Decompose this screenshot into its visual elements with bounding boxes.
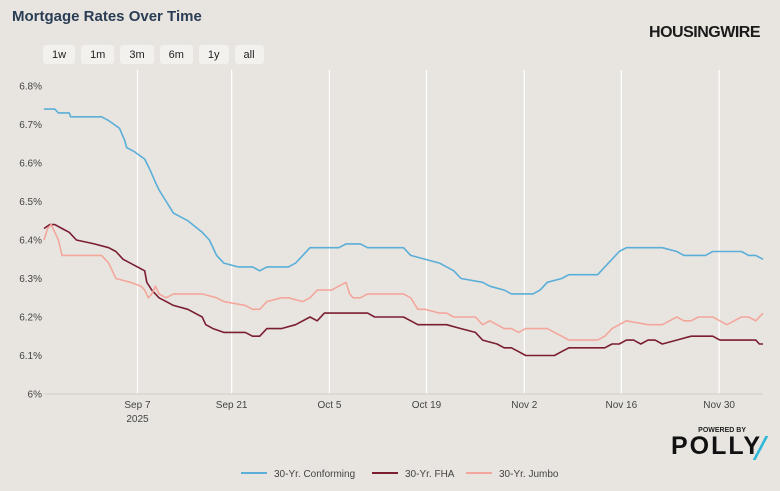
x-tick-label: Nov 30 [703,400,735,411]
y-tick-label: 6.6% [19,159,42,170]
range-selector: 1w 1m 3m 6m 1y all [43,45,264,64]
legend-item-30-yr-conforming[interactable]: 30-Yr. Conforming [241,469,355,480]
x-tick-label: Oct 5 [317,400,341,411]
y-tick-label: 6.4% [19,236,42,247]
legend-label: 30-Yr. FHA [405,469,455,480]
series-line-30-yr-conforming [44,108,764,295]
legend-item-30-yr-jumbo[interactable]: 30-Yr. Jumbo [466,469,559,480]
y-tick-label: 6.3% [19,274,42,285]
range-button-all[interactable]: all [234,45,264,64]
x-tick-label: Sep 21 [216,400,248,411]
polly-logo: POLLY [670,432,762,460]
x-tick-label: Nov 16 [606,400,638,411]
range-button-1w[interactable]: 1w [43,45,76,64]
y-tick-label: 6% [28,390,43,401]
x-tick-sublabel: 2025 [126,414,149,425]
range-button-3m[interactable]: 3m [120,45,154,64]
legend-label: 30-Yr. Jumbo [499,469,559,480]
y-tick-label: 6.7% [19,120,42,131]
housingwire-logo: HOUSINGWIRE [649,24,760,41]
x-tick-label: Oct 19 [412,400,442,411]
range-button-1y[interactable]: 1y [198,45,229,64]
y-tick-label: 6.5% [19,197,42,208]
legend-item-30-yr-fha[interactable]: 30-Yr. FHA [372,469,455,480]
y-tick-label: 6.8% [19,82,42,93]
legend-label: 30-Yr. Conforming [274,469,355,480]
x-tick-label: Nov 2 [511,400,538,411]
range-button-1m[interactable]: 1m [81,45,115,64]
x-tick-label: Sep 7 [124,400,151,411]
y-tick-label: 6.1% [19,351,42,362]
y-tick-label: 6.2% [19,313,42,324]
series-line-30-yr-fha [43,223,763,357]
range-button-6m[interactable]: 6m [159,45,193,64]
chart-title: Mortgage Rates Over Time [12,8,202,25]
powered-by-text: POWERED BY [698,427,746,434]
series-line-30-yr-jumbo [43,223,764,341]
